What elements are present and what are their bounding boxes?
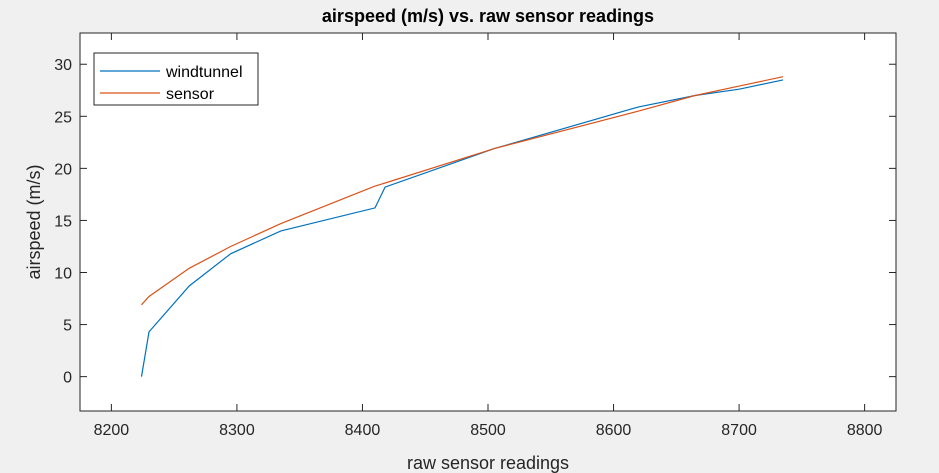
y-tick-label: 5: [63, 318, 72, 335]
legend-box: [93, 52, 259, 106]
x-tick-label: 8400: [345, 422, 381, 439]
series-line-sensor: [141, 76, 784, 306]
y-tick-label: 0: [63, 370, 72, 387]
y-tick-label: 30: [54, 57, 72, 74]
y-tick-label: 25: [54, 109, 72, 126]
y-tick-label: 10: [54, 266, 72, 283]
x-tick-label: 8500: [470, 422, 506, 439]
legend-label-windtunnel: windtunnel: [165, 64, 243, 81]
legend-label-sensor: sensor: [166, 86, 215, 103]
x-tick-label: 8800: [847, 422, 883, 439]
axes-box: [79, 32, 897, 412]
x-tick-label: 8700: [721, 422, 757, 439]
axis-ticks: 8200 8300 8400 8500 8600 8700 8800 0 5 10 15 20 25 30: [54, 33, 896, 439]
y-tick-label: 15: [54, 213, 72, 230]
chart-title: airspeed (m/s) vs. raw sensor readings: [322, 6, 654, 26]
series-layer: [140, 76, 784, 377]
x-tick-label: 8300: [219, 422, 255, 439]
y-axis-label: airspeed (m/s): [24, 164, 44, 279]
x-tick-label: 8200: [94, 422, 130, 439]
x-axis-label: raw sensor readings: [407, 453, 569, 473]
legend: windtunnel sensor: [93, 52, 259, 106]
y-tick-label: 20: [54, 161, 72, 178]
x-tick-label: 8600: [596, 422, 632, 439]
